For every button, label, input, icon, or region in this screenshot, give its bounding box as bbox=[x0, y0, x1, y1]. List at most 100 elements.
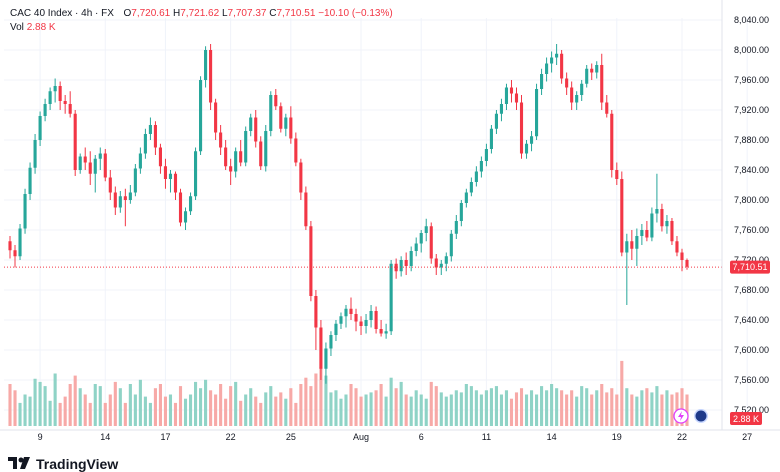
price-axis[interactable]: 8,040.00 8,000.00 7,960.00 7,920.00 7,880.00… bbox=[0, 0, 780, 431]
volume-bar bbox=[509, 398, 514, 426]
volume-bar bbox=[33, 378, 37, 426]
volume-bar bbox=[319, 367, 323, 426]
candle-body bbox=[635, 236, 639, 249]
high-label: H bbox=[173, 8, 181, 19]
tradingview-logo-icon bbox=[8, 456, 32, 472]
candle-body bbox=[8, 241, 12, 251]
volume-bar bbox=[419, 394, 423, 426]
volume-bar bbox=[570, 390, 574, 426]
volume-bar bbox=[28, 396, 32, 426]
volume-bar bbox=[93, 384, 97, 426]
time-tick-label: 22 bbox=[677, 432, 687, 442]
time-axis[interactable]: 914172225Aug61114192227Sep bbox=[38, 432, 780, 442]
candle-body bbox=[494, 113, 498, 129]
volume-bar bbox=[38, 381, 42, 426]
candle-body bbox=[489, 128, 493, 149]
candle-body bbox=[615, 170, 619, 179]
volume-bar bbox=[18, 402, 22, 426]
volume-bar bbox=[489, 388, 493, 426]
time-tick-label: 25 bbox=[286, 432, 296, 442]
candle-body bbox=[148, 125, 152, 134]
volume-bar bbox=[163, 396, 168, 426]
volume-bar bbox=[670, 394, 674, 426]
candle-body bbox=[168, 173, 173, 179]
candle-body bbox=[374, 311, 378, 329]
candle-body bbox=[560, 53, 564, 79]
svg-text:2.88 K: 2.88 K bbox=[733, 414, 759, 424]
candle-body bbox=[509, 87, 514, 94]
volume-bar bbox=[118, 388, 122, 426]
volume-bar bbox=[610, 388, 614, 426]
candle-body bbox=[349, 308, 353, 314]
candle-body bbox=[199, 80, 203, 152]
volume-bar bbox=[329, 392, 333, 426]
volume-bar bbox=[529, 390, 534, 426]
volume-bar bbox=[524, 394, 529, 426]
candle-body bbox=[314, 296, 318, 328]
candle-body bbox=[274, 95, 278, 107]
volume-bar bbox=[8, 384, 12, 426]
candle-body bbox=[294, 138, 298, 163]
candle-body bbox=[449, 233, 453, 257]
candle-body bbox=[93, 158, 97, 174]
candle-body bbox=[484, 149, 488, 161]
candle-body bbox=[474, 171, 478, 182]
price-tick-label: 7,960.00 bbox=[734, 75, 769, 85]
candle-body bbox=[565, 78, 569, 88]
candle-body bbox=[540, 74, 544, 89]
candle-body bbox=[600, 65, 604, 103]
tradingview-logo[interactable]: TradingView bbox=[8, 456, 118, 472]
candle-body bbox=[479, 161, 483, 172]
volume-bar bbox=[78, 388, 82, 426]
volume-bar bbox=[364, 394, 368, 426]
candle-body bbox=[249, 117, 253, 131]
volume-bar bbox=[219, 384, 223, 426]
candle-body bbox=[254, 117, 258, 142]
symbol-label[interactable]: CAC 40 Index · 4h · FX bbox=[10, 8, 114, 19]
close-label: C bbox=[269, 8, 277, 19]
volume-bar bbox=[168, 394, 173, 426]
globe-icon[interactable] bbox=[694, 409, 708, 423]
candle-body bbox=[670, 221, 674, 242]
volume-bar bbox=[560, 390, 564, 426]
time-tick-label: 27 bbox=[742, 432, 752, 442]
candle-body bbox=[83, 156, 87, 163]
volume-bar bbox=[590, 394, 594, 426]
volume-bar bbox=[128, 384, 132, 426]
price-tick-label: 7,800.00 bbox=[734, 195, 769, 205]
candle-body bbox=[173, 173, 178, 193]
candle-body bbox=[459, 203, 463, 221]
candle-body bbox=[178, 192, 183, 223]
candle-body bbox=[329, 335, 333, 349]
volume-bar bbox=[199, 388, 203, 426]
candle-body bbox=[244, 131, 248, 163]
candle-body bbox=[259, 141, 263, 167]
ohlc-row: CAC 40 Index · 4h · FX O7,720.61 H7,721.… bbox=[10, 7, 393, 21]
volume-bar bbox=[404, 394, 408, 426]
volume-bar bbox=[620, 360, 624, 426]
volume-bar bbox=[349, 384, 353, 426]
candle-body bbox=[73, 113, 77, 170]
volume-bar bbox=[58, 402, 62, 426]
volume-bar bbox=[309, 386, 313, 426]
candle-body bbox=[354, 314, 358, 322]
volume-bar bbox=[449, 394, 453, 426]
candle-body bbox=[158, 147, 162, 167]
candle-body bbox=[605, 102, 609, 114]
candle-body bbox=[138, 153, 142, 169]
lightning-icon[interactable] bbox=[673, 408, 689, 424]
volume-bar bbox=[123, 402, 127, 426]
candle-body bbox=[524, 143, 529, 154]
candle-body bbox=[43, 104, 47, 116]
candle-body bbox=[68, 104, 72, 114]
volume-bar bbox=[264, 392, 268, 426]
candle-body bbox=[163, 166, 168, 179]
candle-body bbox=[369, 311, 373, 320]
volume-bar bbox=[234, 381, 238, 426]
candle-body bbox=[514, 93, 519, 103]
volume-bar bbox=[193, 381, 198, 426]
volume-bar bbox=[299, 384, 303, 426]
candle-body bbox=[575, 95, 579, 103]
volume-bar bbox=[439, 392, 443, 426]
